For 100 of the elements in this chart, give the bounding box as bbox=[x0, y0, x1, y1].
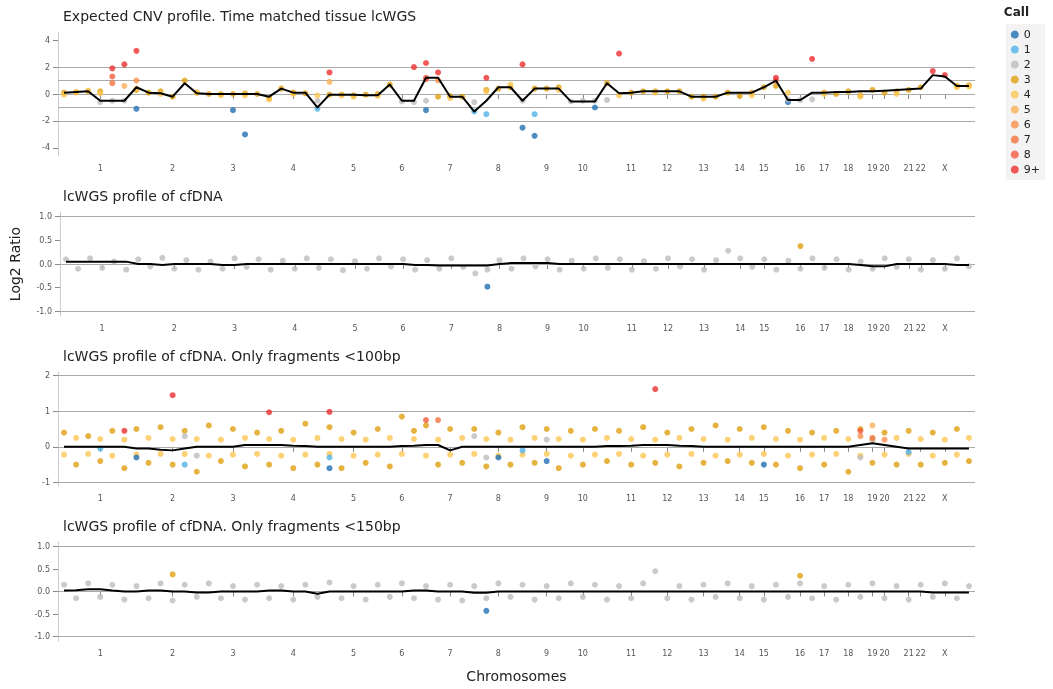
x-tick-label: 7 bbox=[448, 323, 454, 333]
x-tick-label: 18 bbox=[843, 493, 854, 503]
chart-title: Expected CNV profile. Time matched tissue lcWGS bbox=[63, 8, 417, 24]
x-tick-label: 1 bbox=[97, 163, 103, 173]
x-tick-label: 22 bbox=[915, 163, 926, 173]
x-tick-label: 15 bbox=[759, 323, 770, 333]
x-tick-label: 15 bbox=[758, 648, 769, 658]
x-tick-label: 4 bbox=[290, 648, 296, 658]
y-axis-title: Log2 Ratio bbox=[7, 226, 23, 302]
x-tick-label: 10 bbox=[577, 493, 588, 503]
x-tick-label: 12 bbox=[662, 493, 673, 503]
x-tick-label: 3 bbox=[230, 493, 236, 503]
x-tick-label: 11 bbox=[626, 323, 637, 333]
x-tick-label: 21 bbox=[903, 648, 914, 658]
x-tick-label: 20 bbox=[879, 648, 890, 658]
y-tick-label: 1.0 bbox=[37, 542, 50, 551]
x-tick-label: 10 bbox=[577, 648, 588, 658]
x-tick-label: 5 bbox=[352, 323, 358, 333]
x-tick-label: 8 bbox=[496, 323, 502, 333]
x-tick-label: 2 bbox=[170, 163, 176, 173]
x-tick-label: X bbox=[942, 493, 949, 503]
x-tick-label: 2 bbox=[170, 493, 176, 503]
x-tick-label: 7 bbox=[447, 648, 453, 658]
x-tick-label: 6 bbox=[400, 323, 406, 333]
x-tick-label: 8 bbox=[495, 163, 501, 173]
x-tick-label: 3 bbox=[230, 648, 236, 658]
x-tick-label: 17 bbox=[819, 648, 830, 658]
x-tick-label: 10 bbox=[577, 163, 588, 173]
y-tick-label: 2 bbox=[44, 371, 50, 381]
y-tick-label: -0.5 bbox=[34, 609, 50, 619]
x-tick-label: 19 bbox=[867, 648, 878, 658]
y-tick-label: -2 bbox=[42, 116, 50, 126]
y-tick-label: 1 bbox=[44, 406, 50, 416]
x-tick-label: 12 bbox=[662, 648, 673, 658]
x-tick-label: 18 bbox=[843, 648, 854, 658]
x-tick-label: 16 bbox=[794, 163, 806, 173]
y-tick-label: 0 bbox=[44, 89, 50, 99]
x-tick-label: 8 bbox=[495, 493, 501, 503]
x-tick-label: 13 bbox=[698, 163, 709, 173]
x-tick-label: 14 bbox=[734, 493, 745, 503]
legend-label: 4 bbox=[1023, 88, 1031, 101]
x-tick-label: 14 bbox=[735, 323, 746, 333]
x-tick-label: 22 bbox=[915, 323, 926, 333]
x-tick-label: 21 bbox=[903, 163, 914, 173]
x-tick-label: 20 bbox=[879, 493, 890, 503]
x-tick-label: 11 bbox=[626, 493, 637, 503]
x-tick-label: 11 bbox=[626, 648, 637, 658]
x-tick-label: 13 bbox=[699, 323, 710, 333]
x-tick-label: 22 bbox=[915, 493, 926, 503]
x-axis-title: Chromosomes bbox=[466, 668, 567, 684]
x-tick-label: 16 bbox=[794, 648, 806, 658]
x-tick-label: 2 bbox=[170, 648, 176, 658]
legend-label: 0 bbox=[1023, 28, 1031, 41]
y-tick-label: -1.0 bbox=[34, 632, 50, 641]
x-tick-label: 9 bbox=[544, 648, 550, 658]
x-tick-label: 19 bbox=[867, 323, 878, 333]
x-tick-label: 12 bbox=[662, 163, 673, 173]
x-tick-label: 3 bbox=[232, 323, 238, 333]
x-tick-label: 15 bbox=[758, 163, 769, 173]
x-tick-label: 10 bbox=[578, 323, 589, 333]
x-tick-label: 9 bbox=[544, 163, 550, 173]
x-tick-label: 9 bbox=[545, 323, 551, 333]
x-tick-label: 19 bbox=[867, 163, 878, 173]
y-tick-label: 0.0 bbox=[39, 259, 52, 269]
x-tick-label: 12 bbox=[662, 323, 674, 333]
y-tick-label: -1 bbox=[42, 477, 50, 487]
x-tick-label: 5 bbox=[351, 163, 357, 173]
x-tick-label: 7 bbox=[447, 493, 453, 503]
x-tick-label: 16 bbox=[794, 493, 806, 503]
legend-label: 3 bbox=[1023, 73, 1031, 86]
x-tick-label: 4 bbox=[290, 163, 296, 173]
x-tick-label: 15 bbox=[758, 493, 769, 503]
x-tick-label: 13 bbox=[698, 493, 709, 503]
x-tick-label: 13 bbox=[698, 648, 709, 658]
y-tick-label: 1.0 bbox=[39, 212, 52, 222]
y-tick-label: 0.5 bbox=[39, 235, 52, 245]
x-tick-label: 14 bbox=[734, 648, 745, 658]
chart-title: lcWGS profile of cfDNA. Only fragments <150bp bbox=[63, 518, 401, 534]
x-tick-label: 3 bbox=[230, 163, 236, 173]
x-tick-label: 16 bbox=[795, 323, 806, 333]
y-tick-label: 4 bbox=[44, 35, 50, 45]
x-tick-label: 7 bbox=[447, 163, 453, 173]
x-tick-label: 6 bbox=[399, 493, 405, 503]
x-tick-label: 8 bbox=[495, 648, 501, 658]
x-tick-label: 4 bbox=[290, 493, 296, 503]
legend-label: 8 bbox=[1023, 148, 1031, 161]
chart-title: lcWGS profile of cfDNA. Only fragments <100bp bbox=[63, 348, 401, 364]
x-tick-label: 11 bbox=[626, 163, 637, 173]
x-tick-label: 2 bbox=[171, 323, 177, 333]
x-tick-label: 19 bbox=[867, 493, 878, 503]
x-tick-label: 22 bbox=[915, 648, 926, 658]
x-tick-label: 18 bbox=[843, 163, 854, 173]
y-tick-label: 0.0 bbox=[37, 587, 50, 596]
x-tick-label: 20 bbox=[879, 163, 890, 173]
x-tick-label: X bbox=[942, 163, 949, 173]
x-tick-label: 1 bbox=[97, 648, 103, 658]
x-tick-label: 6 bbox=[399, 648, 405, 658]
legend-label: 7 bbox=[1023, 133, 1031, 146]
legend-label: 6 bbox=[1023, 118, 1031, 131]
x-tick-label: 17 bbox=[819, 493, 830, 503]
